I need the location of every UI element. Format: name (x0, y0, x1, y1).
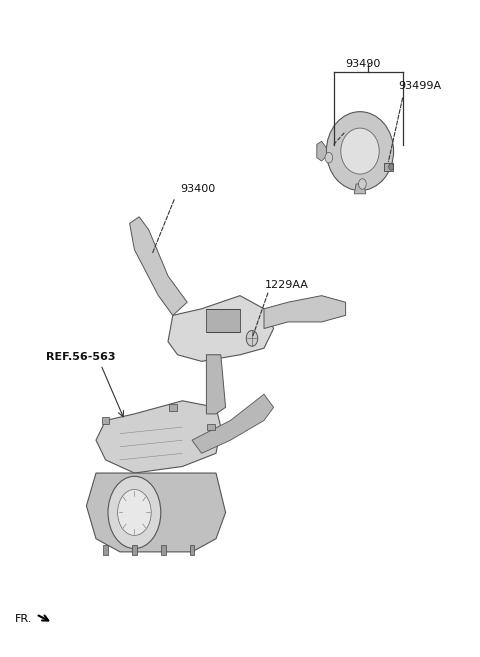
Polygon shape (96, 401, 221, 473)
Bar (384, 163, 393, 171)
Bar (206, 309, 240, 332)
Bar (190, 545, 194, 555)
Circle shape (108, 476, 161, 549)
Text: FR.: FR. (14, 614, 32, 624)
Polygon shape (130, 217, 187, 315)
Circle shape (325, 152, 333, 163)
Polygon shape (192, 394, 274, 453)
Polygon shape (206, 355, 226, 414)
Polygon shape (317, 141, 326, 161)
Bar (132, 545, 137, 555)
Circle shape (246, 330, 258, 346)
Ellipse shape (326, 112, 394, 191)
Polygon shape (86, 473, 226, 552)
Text: 93499A: 93499A (398, 81, 442, 91)
Text: 1229AA: 1229AA (265, 280, 309, 290)
Bar (207, 424, 215, 430)
Polygon shape (354, 184, 366, 194)
Circle shape (118, 489, 151, 535)
Ellipse shape (341, 128, 379, 174)
Text: 93400: 93400 (180, 184, 215, 194)
Text: REF.56-563: REF.56-563 (46, 352, 115, 362)
Circle shape (389, 164, 394, 170)
Bar (169, 404, 177, 411)
Text: 93490: 93490 (346, 59, 381, 69)
Polygon shape (264, 296, 346, 328)
Bar (102, 417, 109, 424)
Bar (161, 545, 166, 555)
Polygon shape (168, 296, 274, 361)
Circle shape (359, 179, 366, 189)
Bar (103, 545, 108, 555)
